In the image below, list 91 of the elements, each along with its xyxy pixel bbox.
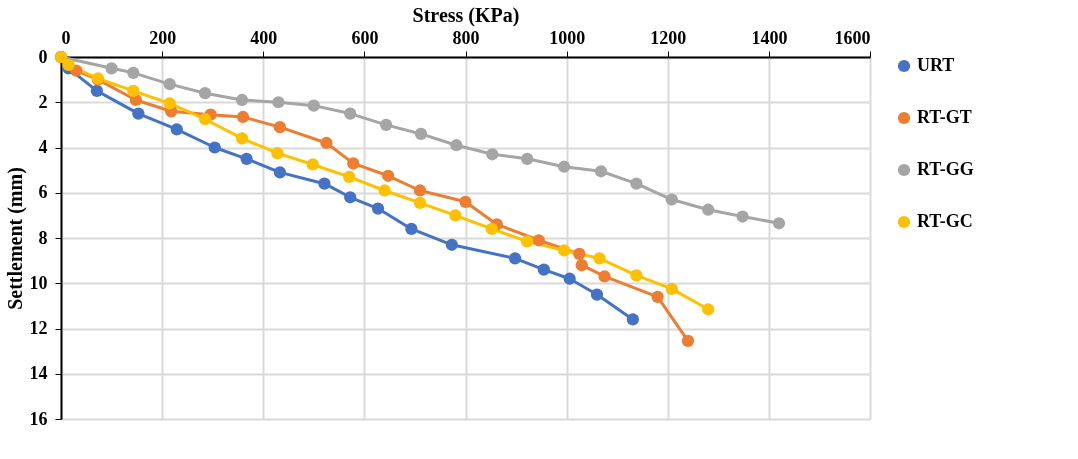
point <box>235 93 249 107</box>
point <box>273 166 287 179</box>
point <box>413 184 427 197</box>
x-tick-label: 400 <box>250 27 278 48</box>
point <box>236 110 250 124</box>
point <box>445 238 458 251</box>
y-tick-label: 10 <box>29 272 48 293</box>
y-tick-label: 14 <box>29 363 48 384</box>
y-tick-label: 8 <box>38 227 48 248</box>
point <box>320 136 333 150</box>
point <box>450 139 463 152</box>
point <box>347 157 360 170</box>
point <box>449 209 462 222</box>
point <box>594 165 608 178</box>
point <box>681 334 695 348</box>
point <box>90 84 104 98</box>
x-tick-label: 1200 <box>650 27 687 48</box>
point <box>702 203 715 216</box>
point <box>163 97 176 110</box>
point <box>379 118 393 131</box>
point <box>62 58 75 72</box>
point <box>306 158 319 171</box>
point <box>170 123 183 136</box>
point <box>772 217 786 230</box>
point <box>736 210 749 223</box>
point <box>590 288 604 301</box>
point <box>630 269 643 282</box>
point <box>240 152 253 165</box>
point <box>573 247 586 260</box>
point <box>198 87 212 100</box>
x-tick-label: 1600 <box>834 27 871 48</box>
point <box>235 132 249 145</box>
legend-label: RT-GC <box>917 211 973 231</box>
legend-label: RT-GG <box>917 159 974 179</box>
point <box>598 270 611 283</box>
point <box>651 290 664 303</box>
point <box>702 303 715 316</box>
point <box>485 222 498 236</box>
legend-label: URT <box>917 55 955 75</box>
point <box>163 78 176 91</box>
y-tick-label: 2 <box>38 91 48 112</box>
y-tick-label: 0 <box>38 46 48 67</box>
point <box>208 141 221 154</box>
point <box>486 148 499 161</box>
point <box>630 177 643 190</box>
point <box>127 66 140 79</box>
point <box>593 252 606 265</box>
point <box>557 244 571 257</box>
point <box>378 184 391 197</box>
point <box>521 152 534 165</box>
point <box>344 107 357 120</box>
y-tick-label: 16 <box>29 408 48 429</box>
point <box>198 113 212 126</box>
point <box>307 99 320 112</box>
point <box>343 170 356 184</box>
point <box>405 222 418 236</box>
y-tick-label: 12 <box>29 318 48 338</box>
x-tick-label: 600 <box>351 27 379 48</box>
point <box>508 252 522 265</box>
point <box>344 191 357 204</box>
point <box>626 313 639 326</box>
point <box>132 107 145 120</box>
point <box>413 196 427 210</box>
point <box>414 127 428 141</box>
point <box>537 263 550 276</box>
point <box>382 169 395 182</box>
point <box>271 147 284 160</box>
point <box>459 195 472 208</box>
x-tick-label: 0 <box>61 27 71 48</box>
y-axis-title: Settlement (mm) <box>3 167 27 310</box>
point <box>575 259 588 272</box>
point <box>665 282 678 296</box>
x-tick-label: 800 <box>452 27 480 48</box>
point <box>665 193 678 206</box>
legend-label: RT-GT <box>917 107 972 127</box>
x-tick-label: 1000 <box>549 27 586 48</box>
point <box>105 62 118 75</box>
x-axis-title: Stress (KPa) <box>412 3 520 27</box>
point <box>521 235 534 248</box>
point <box>563 272 576 285</box>
point <box>127 84 140 98</box>
y-tick-label: 4 <box>38 137 48 157</box>
point <box>532 234 545 247</box>
point <box>557 160 571 173</box>
x-tick-label: 1400 <box>751 27 788 48</box>
y-tick-label: 6 <box>38 182 48 203</box>
point <box>318 177 331 190</box>
point <box>273 121 287 134</box>
x-tick-label: 200 <box>149 27 177 48</box>
point <box>371 202 385 215</box>
point <box>272 96 285 109</box>
